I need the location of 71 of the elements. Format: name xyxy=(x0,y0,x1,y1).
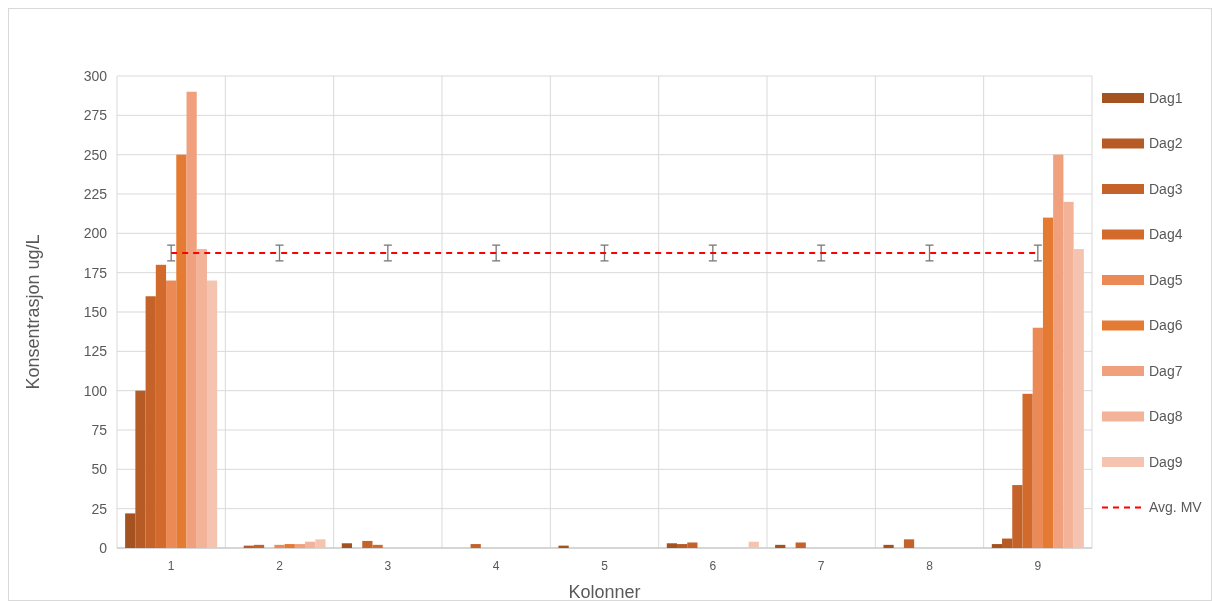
bar xyxy=(125,513,136,548)
x-tick-label: 2 xyxy=(276,559,284,573)
bar xyxy=(145,296,156,548)
legend-label: Dag7 xyxy=(1149,362,1183,379)
bar xyxy=(315,539,326,548)
bar xyxy=(558,545,569,548)
bar xyxy=(903,539,915,548)
bar xyxy=(341,543,353,548)
bar xyxy=(1053,154,1064,548)
bar xyxy=(155,264,167,548)
y-tick-label: 100 xyxy=(83,382,108,399)
bar xyxy=(883,544,894,548)
y-tick-label: 125 xyxy=(83,343,108,360)
bar xyxy=(284,544,295,548)
y-tick-label: 225 xyxy=(83,185,108,202)
x-tick-label: 4 xyxy=(492,559,500,573)
bar xyxy=(1022,393,1033,548)
bar xyxy=(677,544,688,548)
bar xyxy=(176,154,187,548)
y-tick-label: 0 xyxy=(99,539,108,556)
bar xyxy=(186,91,197,548)
y-tick-label: 25 xyxy=(91,500,108,517)
y-tick-label: 75 xyxy=(91,421,108,438)
legend-label: Dag9 xyxy=(1149,453,1183,470)
legend-label: Avg. MV xyxy=(1149,499,1203,516)
y-tick-label: 300 xyxy=(83,67,108,84)
y-axis-title: Konsentrasjon ug/L xyxy=(23,234,43,390)
bar xyxy=(206,280,218,548)
bar xyxy=(775,544,786,548)
y-tick-label: 175 xyxy=(83,264,108,281)
x-tick-label: 3 xyxy=(384,559,392,573)
bar xyxy=(1063,201,1074,548)
bar xyxy=(1042,217,1054,548)
y-tick-label: 150 xyxy=(83,303,108,320)
y-tick-label: 200 xyxy=(83,225,108,242)
legend-label: Dag8 xyxy=(1149,408,1183,425)
y-tick-label: 275 xyxy=(83,107,108,124)
x-tick-label: 7 xyxy=(817,559,825,573)
bar xyxy=(196,249,207,548)
bar xyxy=(1012,485,1023,548)
bar xyxy=(305,541,316,548)
bar xyxy=(1073,249,1084,548)
bar xyxy=(666,543,678,548)
bar xyxy=(687,542,698,548)
bar xyxy=(362,540,373,548)
x-axis-title: Kolonner xyxy=(568,582,641,601)
legend-label: Dag3 xyxy=(1149,180,1183,197)
x-tick-label: 5 xyxy=(601,559,609,573)
x-tick-label: 9 xyxy=(1034,559,1042,573)
legend-label: Dag1 xyxy=(1149,89,1183,106)
legend-label: Dag6 xyxy=(1149,317,1183,334)
legend-label: Dag4 xyxy=(1149,226,1183,243)
bar xyxy=(253,544,265,548)
bar xyxy=(166,280,177,548)
bar xyxy=(991,544,1003,548)
y-tick-label: 50 xyxy=(91,461,108,478)
bar xyxy=(372,544,383,548)
bar xyxy=(1002,538,1013,548)
bar xyxy=(294,544,306,548)
x-tick-label: 1 xyxy=(167,559,175,573)
legend-label: Dag5 xyxy=(1149,271,1183,288)
bar xyxy=(1032,327,1043,548)
x-tick-label: 6 xyxy=(709,559,717,573)
bar xyxy=(795,542,806,548)
bar xyxy=(135,390,146,548)
bar xyxy=(274,544,285,548)
bar xyxy=(748,541,759,548)
bar xyxy=(470,544,481,548)
x-tick-label: 8 xyxy=(926,559,934,573)
y-tick-label: 250 xyxy=(83,146,108,163)
legend-label: Dag2 xyxy=(1149,135,1183,152)
